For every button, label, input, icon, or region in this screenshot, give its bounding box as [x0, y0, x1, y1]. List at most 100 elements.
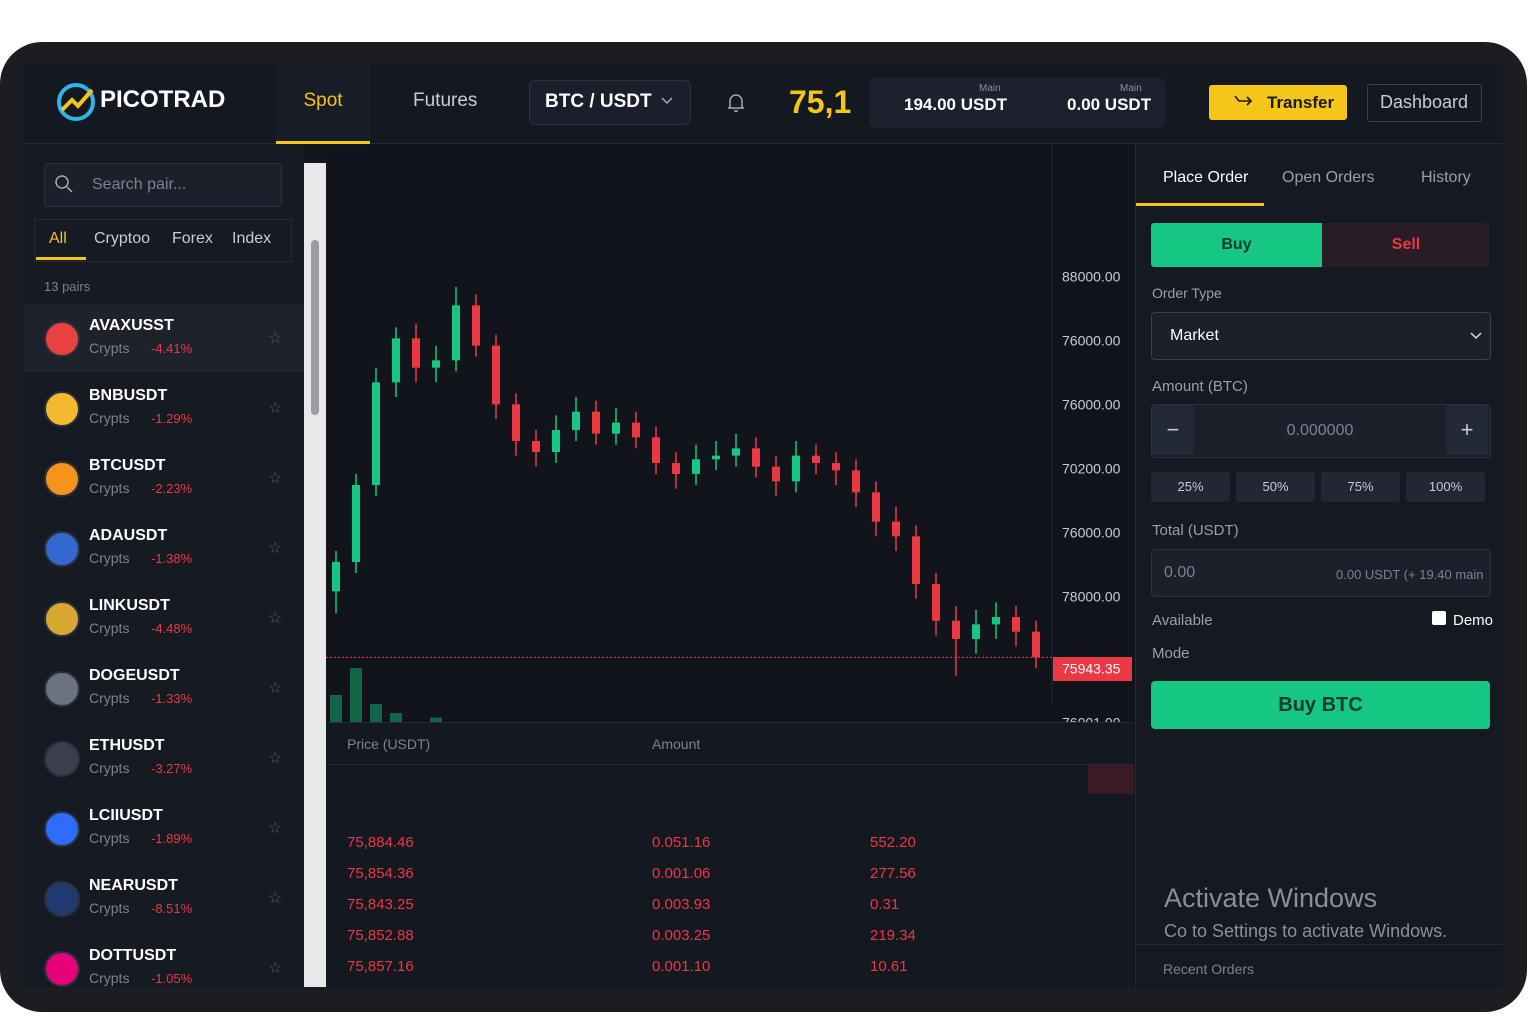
volume-bar [390, 713, 402, 722]
bell-icon[interactable] [726, 92, 746, 114]
candle-body [872, 492, 880, 522]
star-icon[interactable]: ☆ [268, 820, 283, 837]
tab-spot[interactable]: Spot [276, 64, 370, 144]
balance-value: 0.00 USDT [1067, 95, 1152, 114]
filter-underline [36, 257, 86, 260]
buy-button[interactable]: Buy BTC [1151, 681, 1490, 729]
pair-type: Crypts [89, 620, 130, 636]
candle-body [432, 360, 440, 368]
percent-button[interactable]: 50% [1236, 472, 1315, 502]
pair-name: LINKUSDT [89, 597, 170, 614]
candle-body [812, 455, 820, 463]
candle-body [992, 617, 1000, 625]
watermark-text: Co to Settings to activate Windows. [1164, 921, 1448, 941]
star-icon[interactable]: ☆ [268, 750, 283, 767]
candle-body [412, 338, 420, 368]
balance-box [869, 78, 1165, 128]
star-icon[interactable]: ☆ [268, 610, 283, 627]
pair-name: DOTTUSDT [89, 947, 177, 964]
book-cell: 0.001.06 [652, 865, 711, 882]
tab-futures[interactable]: Futures [413, 90, 478, 111]
pair-name: NEARUSDT [89, 877, 178, 894]
transfer-button[interactable] [1209, 85, 1347, 120]
filter-tab[interactable]: Forex [172, 230, 213, 247]
star-icon[interactable]: ☆ [268, 540, 283, 557]
chevron [661, 97, 673, 105]
star-icon[interactable]: ☆ [268, 400, 283, 417]
pair-type: Crypts [89, 830, 130, 846]
candle-body [472, 305, 480, 346]
star-icon[interactable]: ☆ [268, 890, 283, 907]
tab[interactable]: Place Order [1163, 169, 1249, 186]
pair-count: 13 pairs [44, 279, 91, 294]
candle-body [512, 404, 520, 441]
pair-name: BNBUSDT [89, 387, 168, 404]
candle-body [972, 624, 980, 639]
search-box[interactable] [44, 163, 282, 207]
percent-button[interactable]: 100% [1406, 472, 1485, 502]
star-icon[interactable]: ☆ [268, 680, 283, 697]
candle-body [1032, 631, 1040, 658]
pair-name: DOGEUSDT [89, 667, 180, 684]
percent-button[interactable]: 25% [1151, 472, 1230, 502]
field-label: Order Type [1152, 285, 1222, 301]
candle-body [392, 338, 400, 383]
order-type-select[interactable] [1151, 312, 1491, 360]
star-icon[interactable]: ☆ [268, 470, 283, 487]
pair-name: ETHUSDT [89, 737, 165, 754]
total-input[interactable] [1151, 549, 1491, 597]
buy-toggle[interactable]: Buy [1151, 223, 1322, 267]
amount-input[interactable] [1151, 404, 1491, 458]
pair-name: AVAXUSST [89, 317, 174, 334]
balance-label: Main [979, 83, 1001, 94]
filter-tab[interactable]: All [49, 230, 67, 247]
y-tick-label: 88000.00 [1062, 269, 1121, 285]
book-cell: 0.003.93 [652, 896, 711, 913]
tab[interactable]: History [1421, 169, 1471, 186]
field-label: Amount (BTC) [1152, 378, 1248, 395]
pair-icon [44, 601, 80, 637]
pair-change: -1.33% [151, 691, 193, 706]
minus-button[interactable]: − [1152, 405, 1194, 455]
tab-underline [1136, 203, 1264, 206]
pair-icon [44, 881, 80, 917]
pair-icon [44, 951, 80, 987]
tab[interactable]: Open Orders [1282, 169, 1375, 186]
pair-label: BTC / USDT [545, 91, 652, 112]
pair-change: -4.48% [151, 621, 193, 636]
volume-bar [370, 704, 382, 722]
y-tick-label: 76001.00 [1062, 715, 1121, 722]
transfer-icon [1234, 95, 1253, 106]
y-tick-label: 78000.00 [1062, 589, 1121, 605]
star-icon[interactable]: ☆ [268, 330, 283, 347]
candlestick-chart: 88000.00 76000.00 76000.00 70200.00 76000.00… [326, 144, 1134, 722]
book-cell: 75,843.25 [347, 896, 414, 913]
pair-change: -1.29% [151, 411, 193, 426]
sell-toggle[interactable]: Sell [1322, 223, 1490, 267]
candle-body [492, 345, 500, 405]
transfer-label: Transfer [1267, 93, 1335, 112]
candle-body [592, 411, 600, 434]
filter-tab[interactable]: Index [232, 230, 272, 247]
filter-tab[interactable]: Cryptoo [94, 230, 151, 247]
candle-body [772, 466, 780, 482]
pair-name: LCIIUSDT [89, 807, 163, 824]
demo-checkbox[interactable] [1432, 611, 1446, 625]
mode-label: Mode [1152, 645, 1190, 662]
scrollbar[interactable] [304, 163, 326, 987]
scrollbar-thumb[interactable] [311, 240, 319, 415]
pair-type: Crypts [89, 690, 130, 706]
field-label: Total (USDT) [1152, 522, 1239, 539]
pair-select[interactable] [529, 80, 691, 125]
star-icon[interactable]: ☆ [268, 960, 283, 977]
percent-button[interactable]: 75% [1321, 472, 1400, 502]
candle-body [892, 521, 900, 537]
balance-value: 194.00 USDT [904, 95, 1007, 114]
dashboard-button[interactable] [1367, 84, 1482, 122]
search-placeholder: Search pair... [92, 176, 187, 193]
pair-icon [44, 741, 80, 777]
plus-button[interactable]: + [1446, 405, 1488, 455]
search-icon [55, 175, 73, 193]
book-cell: 277.56 [870, 865, 916, 882]
y-tick-label: 76000.00 [1062, 525, 1121, 541]
